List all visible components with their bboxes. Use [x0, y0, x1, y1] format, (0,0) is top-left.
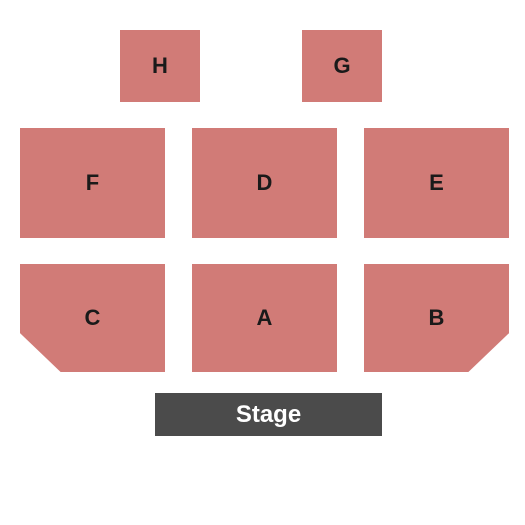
- section-label: H: [152, 53, 168, 79]
- section-label: D: [257, 170, 273, 196]
- section-a[interactable]: A: [192, 264, 337, 372]
- section-c[interactable]: C: [20, 264, 165, 372]
- section-f[interactable]: F: [20, 128, 165, 238]
- stage: Stage: [155, 393, 382, 436]
- stage-label: Stage: [236, 401, 301, 429]
- section-label: F: [86, 170, 99, 196]
- section-b[interactable]: B: [364, 264, 509, 372]
- section-label: C: [85, 305, 101, 331]
- section-h[interactable]: H: [120, 30, 200, 102]
- section-label: B: [429, 305, 445, 331]
- section-label: A: [257, 305, 273, 331]
- seating-chart: H G F D E C A B Stage: [0, 0, 525, 525]
- section-e[interactable]: E: [364, 128, 509, 238]
- section-label: E: [429, 170, 444, 196]
- section-g[interactable]: G: [302, 30, 382, 102]
- section-d[interactable]: D: [192, 128, 337, 238]
- section-label: G: [333, 53, 350, 79]
